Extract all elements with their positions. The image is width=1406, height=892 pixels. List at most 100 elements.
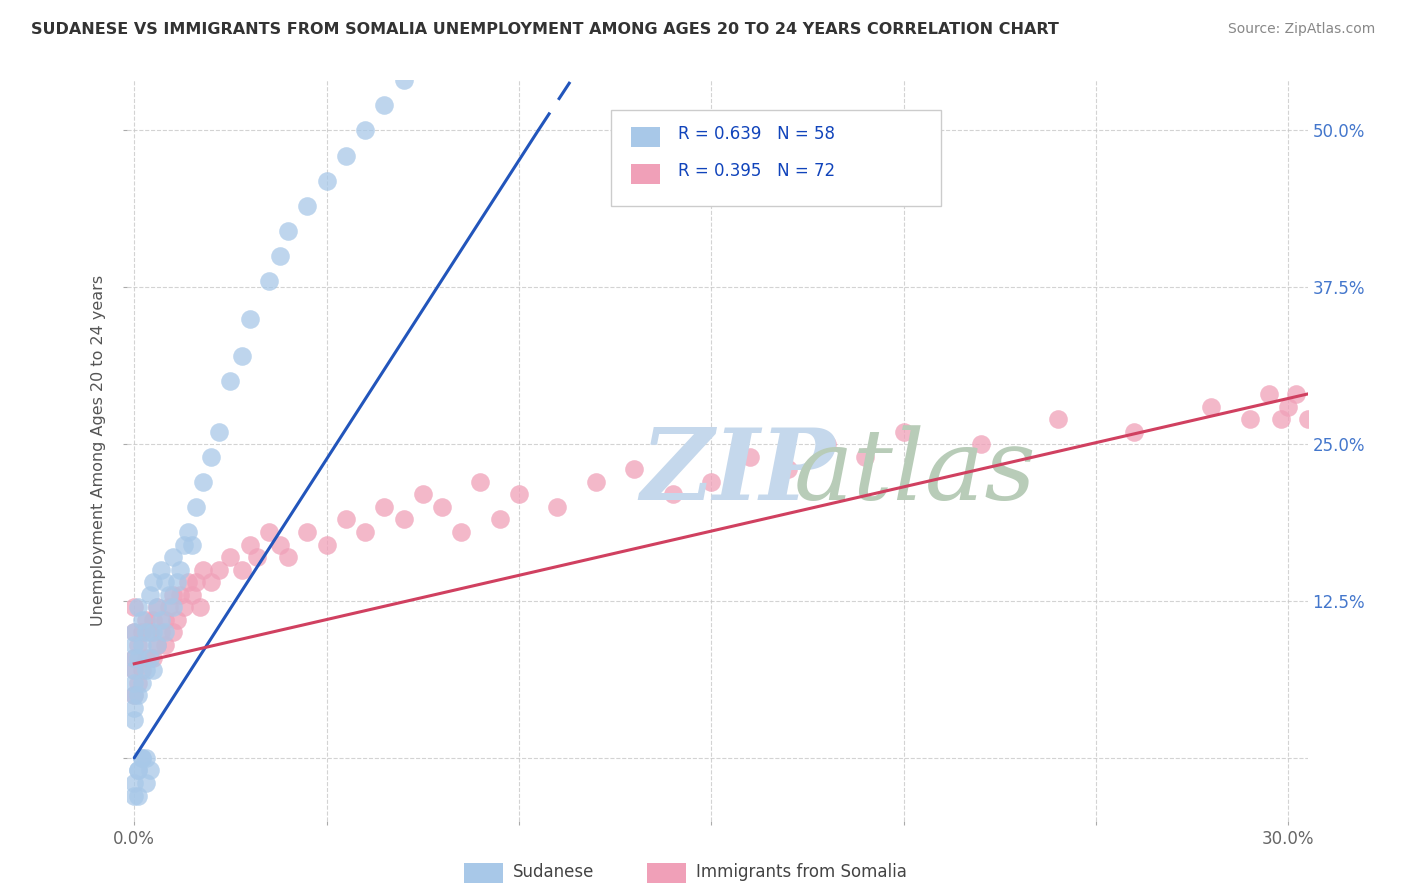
FancyBboxPatch shape [610,110,942,206]
Point [135,650,157,665]
Point [153,575,176,590]
Point [1046,412,1069,426]
Point [135,751,157,765]
Point [546,500,568,514]
Point [1277,400,1299,414]
Point [142,613,165,627]
Point [335,148,357,162]
Point [430,36,453,50]
Point [142,663,165,677]
Point [150,563,173,577]
Point [146,600,169,615]
Point [122,789,145,803]
Point [257,524,280,539]
Point [146,638,169,652]
Point [162,600,184,615]
Point [354,123,377,137]
Point [127,638,149,652]
Point [853,450,876,464]
Point [122,675,145,690]
Point [184,575,207,590]
Point [231,349,253,363]
Point [135,663,157,677]
Point [508,487,530,501]
Point [181,538,204,552]
Point [122,625,145,640]
Point [193,475,215,489]
Point [430,500,453,514]
Point [488,512,510,526]
Point [269,249,291,263]
Point [1270,412,1292,426]
Text: ZIP: ZIP [640,425,835,521]
Point [815,437,838,451]
Point [208,425,231,439]
Point [392,73,415,87]
Point [239,538,262,552]
Point [778,462,800,476]
Point [1201,400,1223,414]
FancyBboxPatch shape [631,163,661,184]
Point [142,625,165,640]
Text: R = 0.395   N = 72: R = 0.395 N = 72 [678,162,835,180]
Point [162,588,184,602]
Point [188,600,211,615]
Point [135,776,157,790]
Point [392,512,415,526]
Point [127,764,149,778]
Point [193,563,215,577]
Point [231,563,253,577]
Point [131,663,153,677]
Text: atlas: atlas [794,425,1036,520]
Point [700,475,723,489]
Point [450,524,472,539]
Text: Immigrants from Somalia: Immigrants from Somalia [696,863,907,881]
Point [1316,375,1339,389]
Point [127,789,149,803]
Point [153,638,176,652]
Point [166,575,188,590]
Point [157,600,180,615]
Point [173,538,195,552]
Point [166,613,188,627]
Point [127,600,149,615]
Point [1239,412,1261,426]
Point [184,500,207,514]
Point [131,638,153,652]
Point [738,450,761,464]
Point [219,375,242,389]
Point [269,538,291,552]
Point [1123,425,1146,439]
Point [1285,387,1308,401]
Point [127,675,149,690]
Point [169,563,191,577]
Point [127,650,149,665]
Point [354,524,377,539]
Point [181,588,204,602]
Point [1296,412,1319,426]
Point [623,462,645,476]
Point [122,688,145,702]
Point [142,650,165,665]
Point [169,588,191,602]
Point [277,224,299,238]
Point [131,751,153,765]
Point [150,625,173,640]
Point [131,613,153,627]
Point [127,764,149,778]
Point [200,575,222,590]
Point [177,575,200,590]
Point [470,475,492,489]
Point [162,625,184,640]
Point [127,688,149,702]
Point [131,751,153,765]
Text: Sudanese: Sudanese [513,863,595,881]
Point [122,776,145,790]
Point [135,613,157,627]
Point [153,613,176,627]
Point [138,650,160,665]
Point [373,98,395,112]
Point [122,650,145,665]
Point [246,550,269,565]
Point [122,625,145,640]
